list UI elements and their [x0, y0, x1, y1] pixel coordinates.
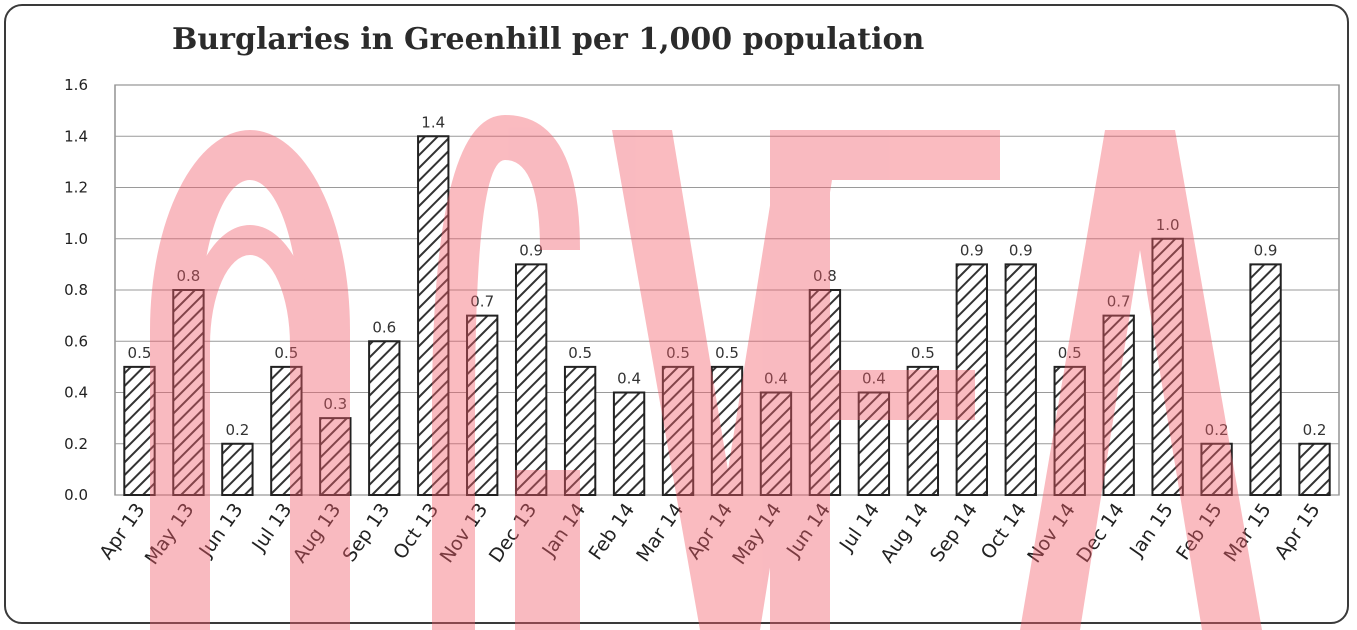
bar — [172, 289, 205, 496]
data-label: 0.3 — [323, 395, 347, 413]
data-label: 0.5 — [1058, 344, 1082, 362]
x-tick-label: Apr 15 — [1270, 499, 1324, 563]
bar — [661, 365, 695, 496]
data-label: 0.2 — [1303, 421, 1327, 439]
x-tick-label: Feb 15 — [1172, 499, 1227, 564]
data-label: 0.9 — [1009, 241, 1033, 259]
data-label: 1.0 — [1156, 216, 1180, 234]
bar — [1298, 442, 1331, 496]
bar — [759, 391, 793, 496]
data-label: 0.6 — [372, 318, 396, 336]
bar — [906, 365, 940, 496]
y-tick-label: 0.4 — [64, 384, 88, 402]
data-label: 0.5 — [128, 344, 152, 362]
bar — [563, 365, 597, 496]
data-labels: 0.5 0.8 0.2 0.5 0.3 0.6 1.4 0.7 0.9 0.5 0.4 0.5 0.5 0… — [128, 113, 1327, 439]
y-tick-label: 0.0 — [64, 486, 88, 504]
x-tick-label: Jul 13 — [247, 499, 296, 556]
x-tick-label: Jul 14 — [835, 499, 884, 556]
x-tick-label: Nov 14 — [1023, 499, 1080, 567]
bar — [1004, 263, 1037, 496]
data-label: 0.4 — [862, 370, 886, 388]
x-tick-label: Dec 14 — [1072, 499, 1128, 566]
data-label: 0.5 — [568, 344, 592, 362]
y-tick-label: 1.4 — [64, 127, 88, 145]
data-label: 1.4 — [421, 113, 445, 131]
x-tick-label: Jan 15 — [1125, 499, 1178, 561]
data-label: 0.9 — [519, 241, 543, 259]
y-axis-ticks: 0.0 0.2 0.4 0.6 0.8 1.0 1.2 1.4 1.6 — [64, 76, 88, 504]
data-label: 0.5 — [911, 344, 935, 362]
bar — [221, 442, 254, 496]
x-tick-label: Sep 14 — [926, 499, 982, 566]
bar — [808, 289, 842, 496]
bar — [710, 365, 744, 496]
x-tick-label: Aug 13 — [289, 499, 346, 567]
y-tick-label: 1.6 — [64, 76, 88, 94]
x-tick-label: Feb 14 — [585, 499, 640, 564]
bar — [612, 391, 646, 496]
x-tick-label: Aug 14 — [876, 499, 933, 567]
data-label: 0.8 — [177, 267, 201, 285]
bar — [319, 417, 352, 496]
x-tick-label: Mar 14 — [632, 499, 688, 566]
x-tick-label: Jan 14 — [537, 499, 590, 561]
y-tick-label: 1.2 — [64, 179, 88, 197]
y-tick-label: 0.8 — [64, 281, 88, 299]
bar — [955, 263, 988, 496]
x-tick-label: Jun 14 — [782, 499, 835, 562]
bars — [123, 135, 1331, 496]
data-label: 0.7 — [1107, 293, 1131, 311]
x-tick-label: Jun 13 — [195, 499, 248, 562]
bar — [417, 135, 450, 496]
bar — [123, 365, 156, 496]
data-label: 0.5 — [715, 344, 739, 362]
bar — [466, 314, 499, 496]
data-label: 0.4 — [617, 370, 641, 388]
data-label: 0.2 — [225, 421, 249, 439]
x-tick-label: May 14 — [728, 499, 786, 569]
bar — [1053, 365, 1086, 496]
bar — [368, 340, 401, 496]
y-tick-label: 0.2 — [64, 435, 88, 453]
x-tick-label: Mar 15 — [1220, 499, 1276, 566]
bar — [857, 391, 891, 496]
x-tick-label: Nov 13 — [436, 499, 493, 567]
bar — [514, 263, 548, 496]
data-label: 0.9 — [1254, 241, 1278, 259]
data-label: 0.2 — [1205, 421, 1229, 439]
y-tick-label: 1.0 — [64, 230, 88, 248]
bar — [270, 365, 303, 496]
data-label: 0.5 — [666, 344, 690, 362]
data-label: 0.9 — [960, 241, 984, 259]
y-tick-label: 0.6 — [64, 332, 88, 350]
x-tick-label: Sep 13 — [338, 499, 394, 566]
data-label: 0.4 — [764, 370, 788, 388]
data-label: 0.8 — [813, 267, 837, 285]
bar — [1249, 263, 1282, 496]
chart-title: Burglaries in Greenhill per 1,000 popula… — [172, 22, 925, 57]
x-tick-label: May 13 — [141, 499, 199, 569]
bar — [1200, 442, 1233, 496]
bar — [1151, 237, 1184, 496]
data-label: 0.5 — [274, 344, 298, 362]
data-label: 0.7 — [470, 293, 494, 311]
x-tick-label: Dec 13 — [485, 499, 541, 566]
bar — [1102, 314, 1135, 496]
